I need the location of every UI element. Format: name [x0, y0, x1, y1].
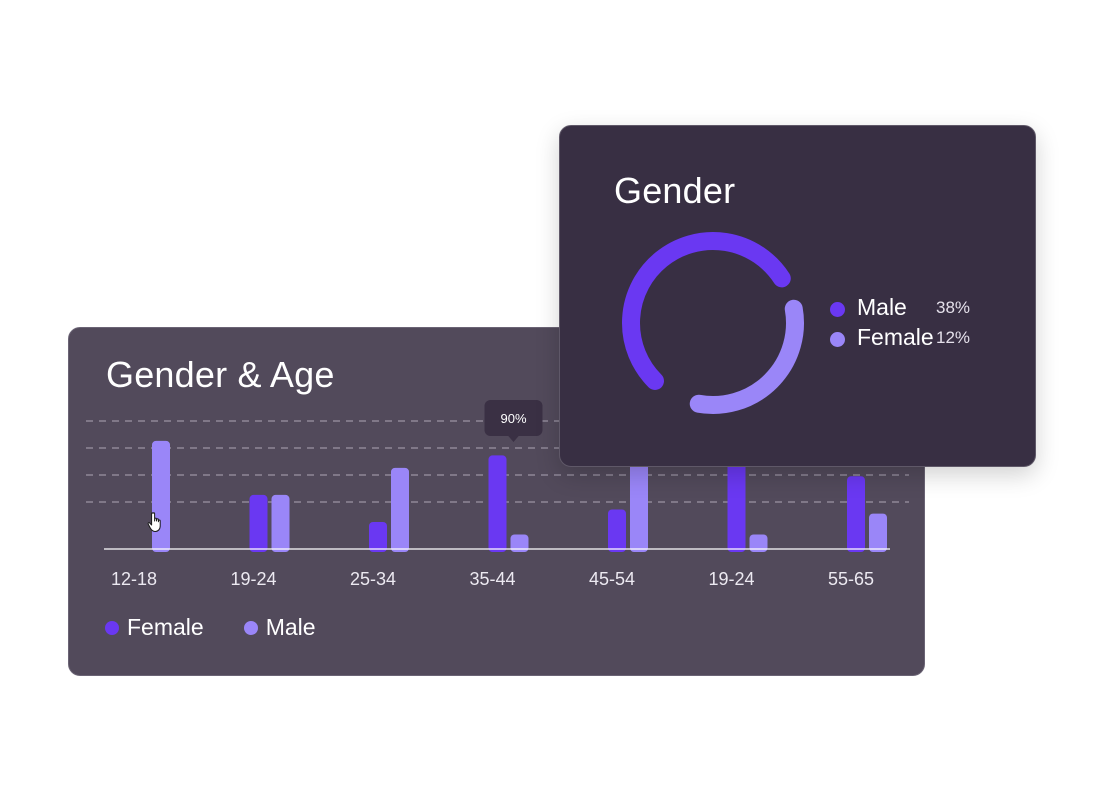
- donut-segment-female[interactable]: [689, 299, 804, 414]
- gender-age-title: Gender & Age: [106, 354, 335, 395]
- gender-age-bar-chart: 12-18 19-24 25-34 35-44 45-54 19-24 55-65 90%: [86, 400, 909, 589]
- tooltip-text: 90%: [500, 411, 526, 426]
- tooltip-box: [484, 400, 543, 436]
- bar-male-25-34[interactable]: [391, 467, 409, 552]
- bar-female-19-24[interactable]: [727, 455, 746, 552]
- legend-label-female: Female: [127, 614, 204, 640]
- gender-card: Gender Male 38% Female 12%: [559, 125, 1036, 467]
- gender-donut-chart: [622, 232, 804, 414]
- donut-segment-male[interactable]: [622, 232, 791, 390]
- bar-male-35-44[interactable]: [510, 534, 529, 552]
- gender-legend-male-label: Male: [857, 294, 907, 320]
- bar-female-45-54[interactable]: [608, 509, 626, 552]
- x-tick-label: 19-24: [708, 569, 754, 589]
- bar-male-19-24[interactable]: [749, 534, 768, 552]
- x-tick-label: 55-65: [828, 569, 874, 589]
- bar-male-45-54[interactable]: [630, 455, 648, 552]
- tooltip-arrow: [507, 435, 520, 442]
- female-dot: [830, 332, 845, 347]
- gender-legend: Male 38% Female 12%: [830, 294, 990, 354]
- bar-male-19-24[interactable]: [271, 494, 290, 552]
- x-tick-label: 19-24: [230, 569, 276, 589]
- x-tick-label: 12-18: [111, 569, 157, 589]
- bar-male-12-18[interactable]: [152, 440, 170, 552]
- legend-label-male: Male: [265, 614, 316, 640]
- gender-age-legend: Female Male: [105, 614, 316, 641]
- gender-legend-male-value: 38%: [936, 298, 971, 317]
- bar-female-25-34[interactable]: [369, 521, 387, 552]
- gender-legend-female[interactable]: Female 12%: [830, 324, 990, 354]
- gender-title: Gender: [614, 170, 736, 211]
- gender-legend-female-label: Female: [857, 324, 934, 350]
- value-tooltip: 90%: [484, 400, 543, 442]
- x-tick-label: 25-34: [350, 569, 396, 589]
- male-legend-dot: [243, 620, 258, 635]
- male-dot: [830, 302, 845, 317]
- hand-cursor-icon: [147, 512, 161, 532]
- bar-female-35-44[interactable]: [488, 455, 507, 552]
- x-tick-label: 35-44: [469, 569, 515, 589]
- bar-female-19-24[interactable]: [249, 494, 268, 552]
- bar-female-55-65[interactable]: [847, 476, 865, 552]
- gender-legend-female-value: 12%: [936, 328, 971, 347]
- x-tick-label: 45-54: [589, 569, 635, 589]
- bar-male-55-65[interactable]: [869, 513, 887, 552]
- legend-item-female[interactable]: Female: [105, 614, 204, 641]
- gender-legend-male[interactable]: Male 38%: [830, 294, 990, 324]
- legend-item-male[interactable]: Male: [243, 614, 316, 641]
- female-legend-dot: [105, 620, 119, 635]
